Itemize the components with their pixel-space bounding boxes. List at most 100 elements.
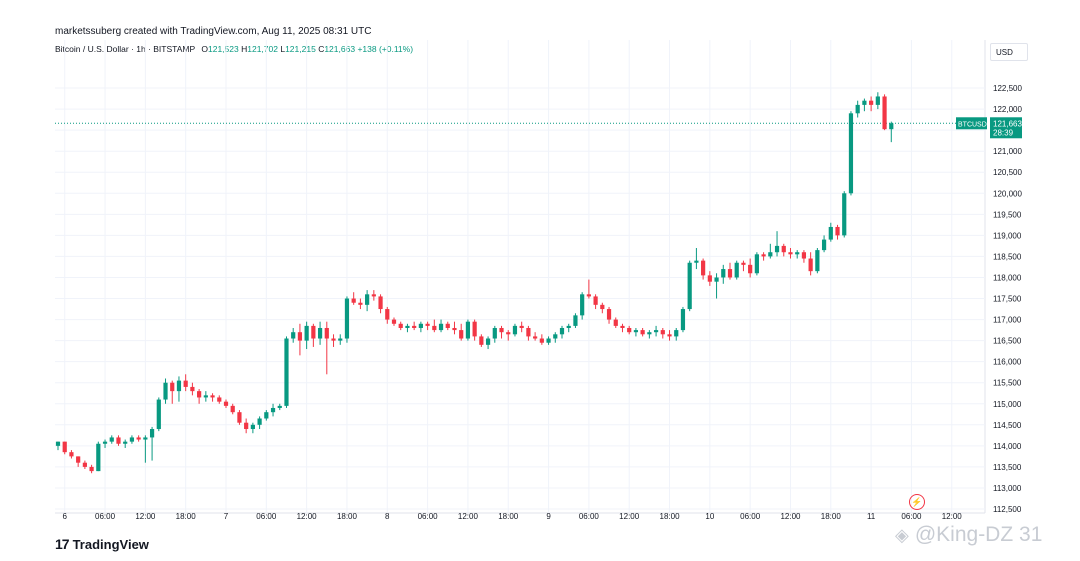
y-tick-label: 118,500 bbox=[993, 252, 1022, 261]
y-tick-label: 115,000 bbox=[993, 400, 1022, 409]
candle-body bbox=[821, 239, 827, 251]
candle-body bbox=[338, 338, 343, 341]
chart-credit: marketssuberg created with TradingView.c… bbox=[55, 26, 372, 37]
candle-body bbox=[889, 123, 894, 130]
candle-body bbox=[82, 462, 87, 467]
y-tick-label: 117,000 bbox=[993, 316, 1022, 325]
x-tick-label: 10 bbox=[705, 512, 714, 521]
candle-body bbox=[365, 294, 370, 305]
open-label: O bbox=[201, 44, 208, 54]
candle-body bbox=[311, 325, 316, 339]
candle-body bbox=[136, 437, 141, 440]
candle-body bbox=[62, 441, 67, 453]
candle-body bbox=[96, 443, 101, 472]
candle-body bbox=[237, 412, 242, 423]
candle-body bbox=[143, 437, 148, 440]
tradingview-logo: 17 TradingView bbox=[55, 536, 149, 552]
x-tick-label: 12:00 bbox=[619, 512, 640, 521]
y-tick-label: 112,500 bbox=[993, 505, 1022, 514]
x-tick-label: 06:00 bbox=[256, 512, 277, 521]
price-tag-symbol: BTCUSD bbox=[958, 121, 987, 128]
candle-body bbox=[606, 309, 612, 320]
x-tick-label: 18:00 bbox=[337, 512, 358, 521]
currency-selector[interactable]: USD bbox=[990, 43, 1028, 61]
candle-body bbox=[835, 226, 840, 236]
x-tick-label: 06:00 bbox=[418, 512, 439, 521]
candle-body bbox=[479, 336, 484, 345]
candle-body bbox=[862, 100, 867, 105]
candle-body bbox=[512, 325, 518, 335]
candle-body bbox=[687, 262, 692, 310]
ohlc-legend: Bitcoin / U.S. Dollar · 1h · BITSTAMP O1… bbox=[55, 44, 413, 54]
candle-body bbox=[432, 325, 437, 331]
x-tick-label: 18:00 bbox=[821, 512, 842, 521]
candle-body bbox=[761, 254, 766, 257]
x-tick-label: 18:00 bbox=[660, 512, 681, 521]
candle-body bbox=[526, 327, 531, 337]
close-label: C bbox=[318, 44, 325, 54]
candle-body bbox=[539, 338, 544, 343]
candle-body bbox=[627, 327, 632, 333]
candle-body bbox=[647, 332, 652, 335]
candle-body bbox=[613, 319, 618, 326]
candle-body bbox=[855, 104, 860, 114]
candle-body bbox=[270, 407, 276, 413]
candle-body bbox=[250, 424, 255, 430]
candle-body bbox=[768, 252, 773, 257]
candle-body bbox=[875, 96, 880, 105]
candle-body bbox=[559, 327, 565, 335]
candle-body bbox=[358, 302, 363, 305]
candle-body bbox=[156, 399, 161, 430]
candle-body bbox=[291, 332, 296, 339]
y-tick-label: 118,000 bbox=[993, 273, 1022, 282]
candle-body bbox=[102, 441, 108, 444]
candle-body bbox=[183, 380, 188, 387]
x-tick-label: 9 bbox=[546, 512, 551, 521]
candle-body bbox=[176, 380, 182, 392]
candle-body bbox=[519, 325, 524, 328]
candle-body bbox=[257, 418, 262, 425]
candle-body bbox=[754, 254, 759, 274]
candle-body bbox=[405, 325, 410, 328]
candle-body bbox=[795, 252, 800, 255]
open-value: 121,523 bbox=[207, 44, 239, 54]
candle-body bbox=[465, 321, 471, 339]
y-tick-label: 120,500 bbox=[993, 168, 1022, 177]
lightning-icon[interactable]: ⚡ bbox=[909, 494, 925, 510]
candle-body bbox=[371, 294, 376, 297]
price-tag-box bbox=[990, 117, 1022, 139]
candle-body bbox=[741, 262, 746, 265]
candle-body bbox=[640, 330, 645, 335]
candle-body bbox=[445, 323, 450, 328]
y-tick-label: 117,500 bbox=[993, 295, 1022, 304]
candle-body bbox=[748, 264, 753, 274]
candle-body bbox=[203, 395, 208, 398]
candle-body bbox=[55, 441, 61, 446]
candle-body bbox=[418, 323, 423, 328]
x-tick-label: 18:00 bbox=[176, 512, 197, 521]
x-tick-label: 06:00 bbox=[740, 512, 761, 521]
candle-body bbox=[667, 334, 672, 337]
candle-body bbox=[714, 277, 719, 282]
candle-body bbox=[351, 298, 356, 303]
candle-body bbox=[801, 252, 807, 259]
candle-body bbox=[190, 386, 195, 392]
candle-body bbox=[217, 397, 222, 402]
candle-body bbox=[586, 294, 591, 297]
candle-body bbox=[674, 330, 679, 337]
candle-body bbox=[230, 405, 235, 413]
candle-body bbox=[653, 330, 659, 333]
low-value: 121,215 bbox=[285, 44, 316, 54]
candle-body bbox=[882, 96, 887, 130]
candle-body bbox=[69, 452, 74, 457]
candle-body bbox=[452, 327, 457, 331]
candle-body bbox=[707, 275, 712, 282]
diamond-icon: ◈ bbox=[895, 525, 909, 545]
candle-body bbox=[573, 315, 578, 326]
candle-body bbox=[109, 437, 114, 442]
candle-body bbox=[438, 323, 444, 331]
candle-body bbox=[734, 262, 739, 278]
candle-body bbox=[304, 325, 309, 341]
x-tick-label: 12:00 bbox=[458, 512, 479, 521]
